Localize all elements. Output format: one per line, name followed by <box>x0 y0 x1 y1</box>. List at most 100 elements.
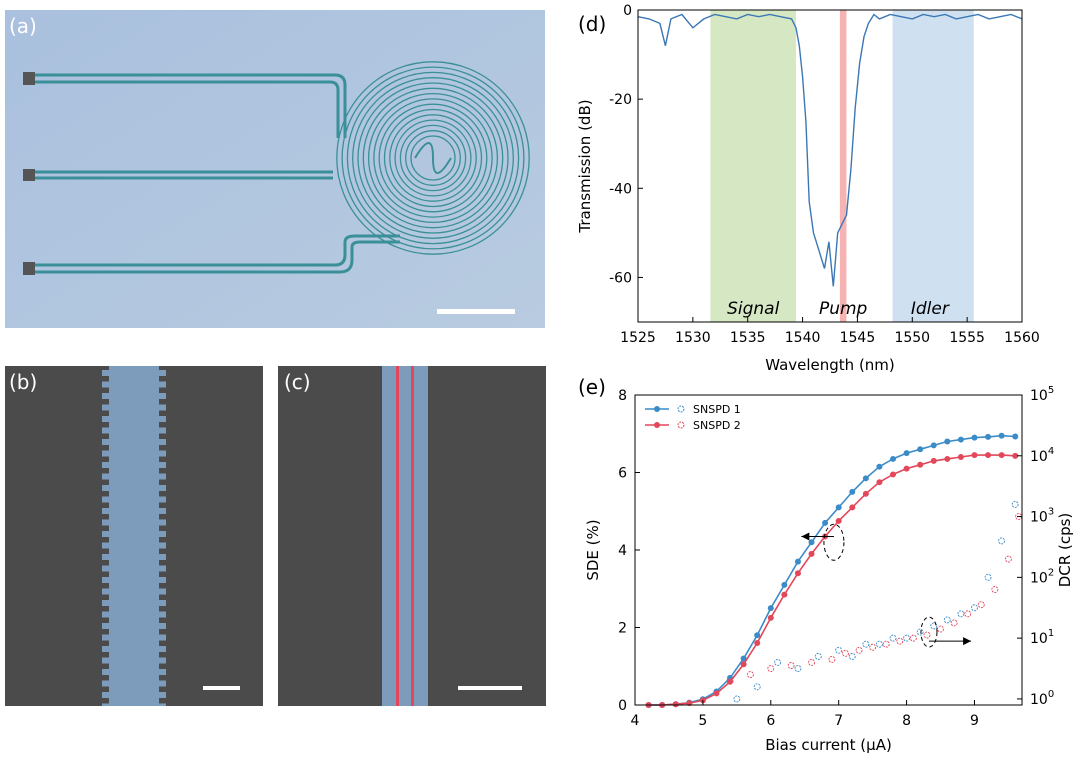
dcr-marker-ellipse <box>920 616 938 648</box>
spiral-s-bend <box>414 142 452 174</box>
dcr-point <box>808 659 815 666</box>
y-tick-label: -60 <box>609 270 632 286</box>
sde-point <box>672 701 679 708</box>
band-label-pump: Pump <box>819 299 868 319</box>
grating-tooth <box>102 680 110 687</box>
grating-tooth <box>158 680 166 687</box>
y2-tick-label: 101 <box>1030 628 1054 647</box>
dcr-point <box>794 665 802 672</box>
grating-tooth <box>102 416 110 422</box>
dcr-point <box>869 643 877 651</box>
x-tick-label: 1535 <box>730 330 766 346</box>
y2-tick-exponent: 2 <box>1048 567 1054 578</box>
spiral-turn <box>405 130 461 186</box>
sem-waveguide <box>382 366 428 706</box>
dcr-point <box>746 671 754 679</box>
grating-tooth <box>158 531 166 537</box>
spiral-turn <box>352 77 514 239</box>
y-tick-label: 4 <box>618 543 627 559</box>
grating-tooth <box>102 381 110 388</box>
sde-arrow-head <box>801 532 810 541</box>
electrode-line-right <box>411 366 414 706</box>
dcr-point <box>842 649 849 657</box>
grating-tooth <box>102 462 110 468</box>
x-tick-label: 1540 <box>785 330 821 346</box>
grating-tooth <box>102 623 110 629</box>
microscope-image <box>5 10 545 328</box>
grating-tooth <box>158 657 166 664</box>
y-axis-label: Transmission (dB) <box>576 99 594 233</box>
dcr-point <box>984 573 992 581</box>
x-tick-label: 1550 <box>894 330 930 346</box>
x-tick-label: 4 <box>631 713 640 729</box>
sem-image-electrodes <box>278 366 546 706</box>
grating-tooth <box>158 404 166 411</box>
panel-c <box>278 366 546 706</box>
grating-tooth <box>102 692 110 698</box>
sde-point <box>971 434 978 441</box>
grating-tooth <box>158 381 166 388</box>
panel-a <box>5 10 545 328</box>
spiral-waveguide <box>336 61 530 255</box>
spiral-turn <box>394 119 472 197</box>
dcr-point <box>889 634 897 642</box>
dcr-point <box>1004 555 1012 563</box>
grating-tooth <box>158 416 166 422</box>
x-tick-label: 6 <box>766 713 775 729</box>
sde-point <box>794 558 801 565</box>
sde-point <box>985 452 992 459</box>
y2-tick-exponent: 0 <box>1048 689 1054 700</box>
sde-point <box>876 479 883 486</box>
grating-tooth <box>158 703 166 710</box>
sde-point <box>876 463 883 470</box>
x-axis-label: Bias current (μA) <box>765 736 892 754</box>
sde-point <box>930 457 937 464</box>
grating-tooth <box>102 577 110 583</box>
sde-point <box>890 455 896 462</box>
grating-tooth <box>158 485 166 491</box>
dcr-point <box>991 586 999 593</box>
y-tick-label: 0 <box>623 3 632 19</box>
spiral-turn <box>341 66 525 250</box>
dcr-point <box>977 601 985 609</box>
grating-tooth <box>158 692 166 698</box>
y2-axis-label: DCR (cps) <box>1056 513 1074 588</box>
sde-point <box>957 436 964 443</box>
y2-tick-exponent: 5 <box>1048 385 1054 396</box>
panel-b-label: (b) <box>9 370 38 394</box>
grating-tooth <box>158 473 166 480</box>
panel-c-label: (c) <box>284 370 311 394</box>
dcr-point <box>787 662 795 669</box>
x-tick-label: 7 <box>834 713 843 729</box>
spiral-turn <box>336 61 530 255</box>
sde-point <box>822 519 829 526</box>
grating-tooth <box>102 473 110 480</box>
legend-marker-open <box>677 421 685 429</box>
dcr-point <box>828 655 836 663</box>
panel-a-label: (a) <box>9 14 37 38</box>
grating-tooth <box>102 657 110 664</box>
y-tick-label: 0 <box>618 698 627 714</box>
sde-point <box>808 539 815 546</box>
panel-d-label: (d) <box>578 12 607 36</box>
band-pump <box>839 10 847 322</box>
grating-tooth <box>102 669 110 675</box>
dcr-point <box>909 634 917 642</box>
y2-tick-label: 105 <box>1030 385 1054 404</box>
band-label-idler: Idler <box>911 299 950 319</box>
grating-tooth <box>158 496 166 503</box>
x-tick-label: 1555 <box>949 330 985 346</box>
dcr-point <box>733 695 741 703</box>
sde-point <box>713 690 720 697</box>
panel-e-label: (e) <box>578 375 606 399</box>
y2-tick-label: 102 <box>1030 567 1054 586</box>
x-tick-label: 1545 <box>840 330 876 346</box>
sde-point <box>849 504 856 511</box>
panel-b <box>5 366 263 710</box>
legend-marker-filled <box>654 406 660 412</box>
dcr-point <box>896 637 904 645</box>
grating-tooth <box>102 542 110 549</box>
grating-tooth <box>158 600 166 606</box>
grating-tooth <box>102 439 110 445</box>
spiral-turn <box>378 103 488 213</box>
